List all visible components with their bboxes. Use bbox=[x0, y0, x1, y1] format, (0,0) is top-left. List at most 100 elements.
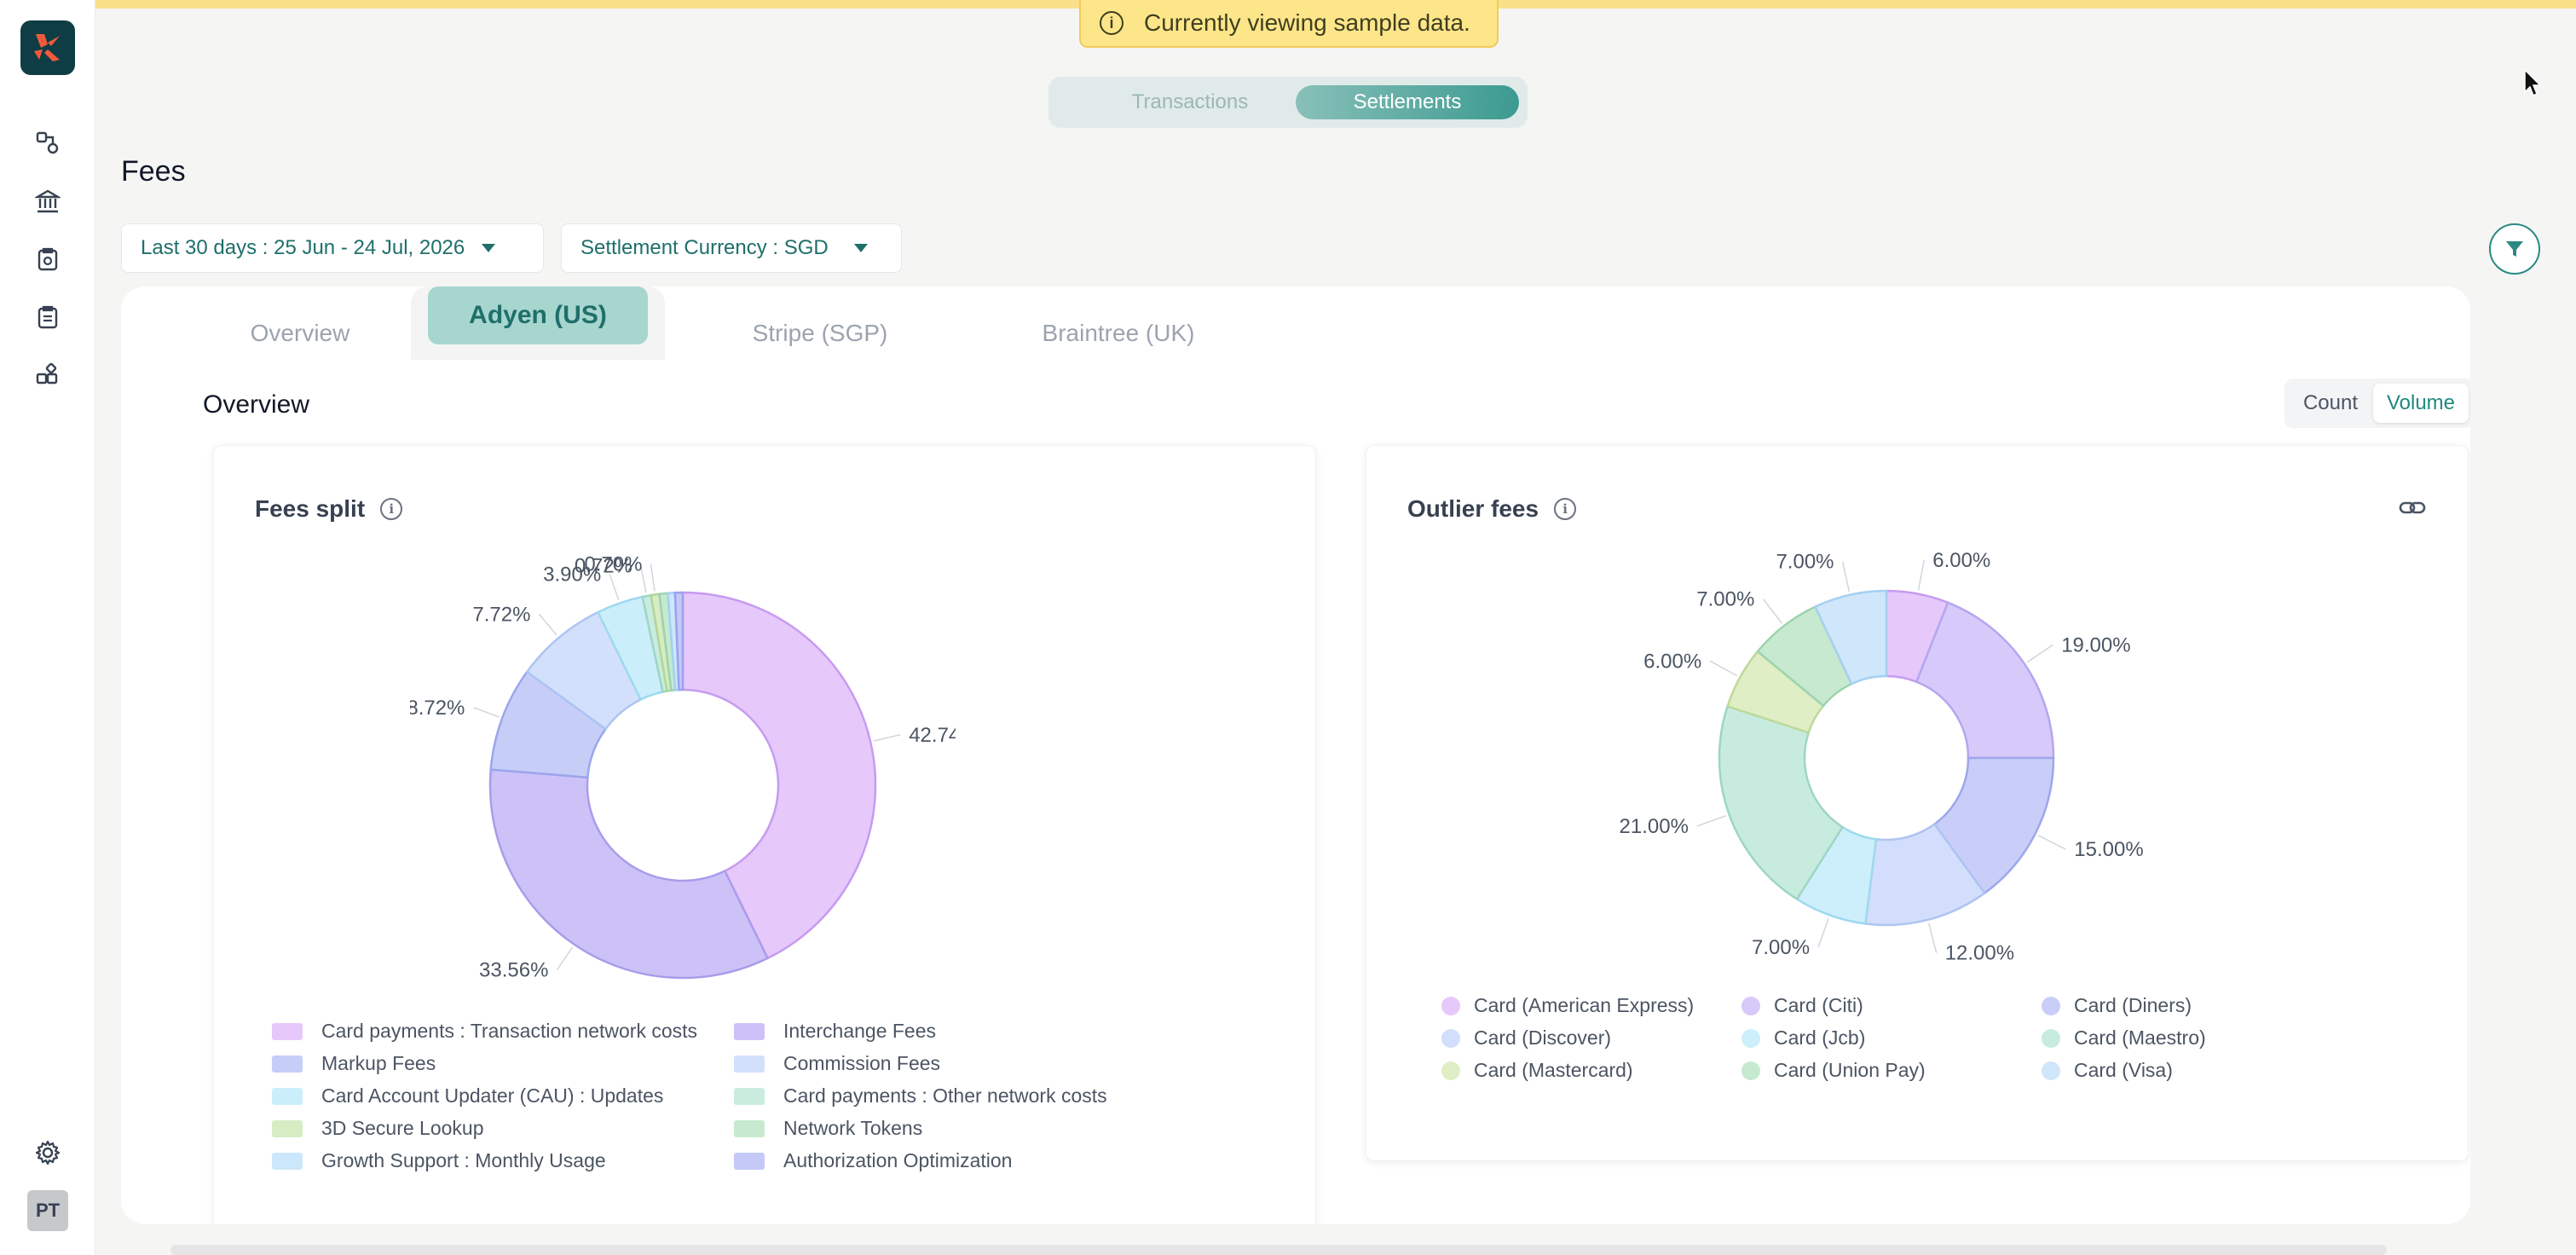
label-leader-line bbox=[640, 565, 647, 593]
tab-stripe-sgp[interactable]: Stripe (SGP) bbox=[752, 320, 888, 346]
outlier-fees-chart: 6.00% 19.00% 15.00% 12.00% 7.00% 21.00% 6.00% 7… bbox=[1620, 549, 2144, 965]
toggle-transactions[interactable]: Transactions bbox=[1131, 90, 1249, 113]
legend-label: Card (Mastercard) bbox=[1474, 1059, 1633, 1081]
legend-label: Card (Discover) bbox=[1474, 1027, 1612, 1049]
page-title: Fees bbox=[121, 155, 186, 188]
toggle-settlements[interactable]: Settlements bbox=[1296, 85, 1519, 119]
legend-swatch bbox=[272, 1087, 303, 1105]
legend-swatch bbox=[1441, 1061, 1460, 1080]
tab-braintree-uk[interactable]: Braintree (UK) bbox=[1042, 320, 1195, 346]
legend-item: Card (Visa) bbox=[2042, 1059, 2173, 1082]
legend-label: Card (Union Pay) bbox=[1774, 1059, 1926, 1081]
tab-overview[interactable]: Overview bbox=[250, 320, 350, 346]
currency-label: Settlement Currency : SGD bbox=[580, 236, 829, 259]
legend-swatch bbox=[1741, 996, 1760, 1015]
tab-adyen-us[interactable]: Adyen (US) bbox=[428, 286, 648, 344]
legend-swatch bbox=[734, 1022, 765, 1040]
date-range-filter[interactable]: Last 30 days : 25 Jun - 24 Jul, 2026 bbox=[121, 223, 544, 273]
pie-data-label: 0.70% bbox=[584, 553, 642, 576]
notice-text: Currently viewing sample data. bbox=[1144, 9, 1470, 36]
legend-label: Commission Fees bbox=[783, 1052, 941, 1074]
legend-item: Card (Jcb) bbox=[1741, 1027, 1865, 1050]
connections-icon[interactable] bbox=[31, 126, 65, 160]
legend-item: Card (American Express) bbox=[1441, 994, 1694, 1017]
app-logo[interactable] bbox=[20, 20, 75, 75]
mouse-cursor-icon bbox=[2523, 68, 2544, 101]
pie-data-label: 12.00% bbox=[1945, 942, 2014, 965]
legend-label: Card (Jcb) bbox=[1774, 1027, 1866, 1049]
pie-slice[interactable] bbox=[1915, 601, 2055, 760]
sidebar: PT bbox=[0, 0, 95, 1255]
outlier-fees-card: Outlier fees i 6.00% 19.00% 15.00% 12.00% 7.… bbox=[1366, 445, 2469, 1161]
legend-swatch bbox=[2042, 1028, 2060, 1048]
legend-label: Card (Maestro) bbox=[2074, 1027, 2206, 1049]
pie-slice[interactable] bbox=[1718, 704, 1845, 901]
fees-panel: Overview Adyen (US) Stripe (SGP) Braintr… bbox=[121, 286, 2470, 1224]
info-icon: i bbox=[1100, 11, 1123, 35]
label-leader-line bbox=[1928, 922, 1938, 953]
funnel-icon bbox=[2506, 241, 2523, 257]
outlier-fees-title-text: Outlier fees bbox=[1407, 495, 1539, 522]
pie-data-label: 0.72% bbox=[575, 555, 632, 578]
legend-item: Authorization Optimization bbox=[734, 1149, 1012, 1172]
logo-icon bbox=[34, 34, 60, 61]
avatar[interactable]: PT bbox=[27, 1190, 68, 1231]
label-leader-line bbox=[1917, 560, 1925, 591]
legend-item: Card Account Updater (CAU) : Updates bbox=[272, 1084, 663, 1108]
bank-icon[interactable] bbox=[31, 184, 65, 218]
legend-item: Markup Fees bbox=[272, 1052, 436, 1075]
fees-split-card: Fees split i 42.74% 33.56% 8.72% 7.72% 3.90%… bbox=[213, 445, 1316, 1224]
legend-label: 3D Secure Lookup bbox=[321, 1117, 484, 1139]
pie-data-label: 6.00% bbox=[1643, 650, 1701, 673]
pie-slice[interactable] bbox=[673, 591, 684, 691]
legend-item: Card (Discover) bbox=[1441, 1027, 1611, 1050]
pie-slice[interactable] bbox=[1813, 589, 1888, 685]
pie-data-label: 7.00% bbox=[1696, 588, 1754, 611]
pie-data-label: 3.90% bbox=[543, 563, 601, 586]
legend-swatch bbox=[272, 1119, 303, 1137]
legend-label: Card (Visa) bbox=[2074, 1059, 2173, 1081]
info-icon[interactable]: i bbox=[380, 498, 403, 520]
legend-swatch bbox=[1441, 996, 1460, 1015]
info-icon[interactable]: i bbox=[1554, 498, 1577, 520]
horizontal-scrollbar[interactable] bbox=[170, 1245, 2387, 1255]
filter-button[interactable] bbox=[2489, 223, 2540, 275]
currency-filter[interactable]: Settlement Currency : SGD bbox=[561, 223, 902, 273]
label-leader-line bbox=[2037, 835, 2066, 850]
pie-slice[interactable] bbox=[488, 768, 770, 980]
label-leader-line bbox=[609, 574, 620, 600]
legend-item: Card (Diners) bbox=[2042, 994, 2192, 1017]
legend-swatch bbox=[734, 1087, 765, 1105]
label-leader-line bbox=[1696, 815, 1727, 827]
legend-label: Authorization Optimization bbox=[783, 1149, 1013, 1171]
pie-data-label: 7.72% bbox=[472, 603, 530, 626]
pie-data-label: 33.56% bbox=[479, 959, 548, 982]
legend-item: Card payments : Transaction network cost… bbox=[272, 1020, 697, 1043]
fees-split-title-text: Fees split bbox=[255, 495, 366, 522]
legend-swatch bbox=[1741, 1028, 1760, 1048]
legend-item: Card payments : Other network costs bbox=[734, 1084, 1107, 1108]
pie-slice[interactable] bbox=[681, 591, 877, 960]
clipboard-icon[interactable] bbox=[31, 300, 65, 334]
section-title: Overview bbox=[203, 390, 310, 419]
pie-data-label: 7.00% bbox=[1776, 551, 1834, 574]
legend-label: Card (Citi) bbox=[1774, 994, 1863, 1016]
count-button[interactable]: Count bbox=[2302, 391, 2359, 414]
label-leader-line bbox=[1841, 561, 1851, 592]
apps-icon[interactable] bbox=[31, 358, 65, 392]
chevron-down-icon bbox=[853, 244, 868, 252]
legend-item: Commission Fees bbox=[734, 1052, 940, 1075]
reconciliation-icon[interactable] bbox=[31, 242, 65, 276]
gear-icon[interactable] bbox=[31, 1136, 65, 1170]
legend-item: Card (Mastercard) bbox=[1441, 1059, 1633, 1082]
legend-label: Card Account Updater (CAU) : Updates bbox=[321, 1084, 664, 1107]
legend-swatch bbox=[1741, 1061, 1760, 1080]
pie-data-label: 6.00% bbox=[1932, 549, 1990, 572]
link-icon[interactable] bbox=[2398, 494, 2427, 527]
legend-label: Card (Diners) bbox=[2074, 994, 2192, 1016]
legend-label: Network Tokens bbox=[783, 1117, 923, 1139]
outlier-fees-title: Outlier fees i bbox=[1407, 495, 1577, 523]
chevron-down-icon bbox=[482, 244, 496, 252]
volume-button[interactable]: Volume bbox=[2373, 384, 2469, 423]
legend-item: 3D Secure Lookup bbox=[272, 1117, 484, 1140]
